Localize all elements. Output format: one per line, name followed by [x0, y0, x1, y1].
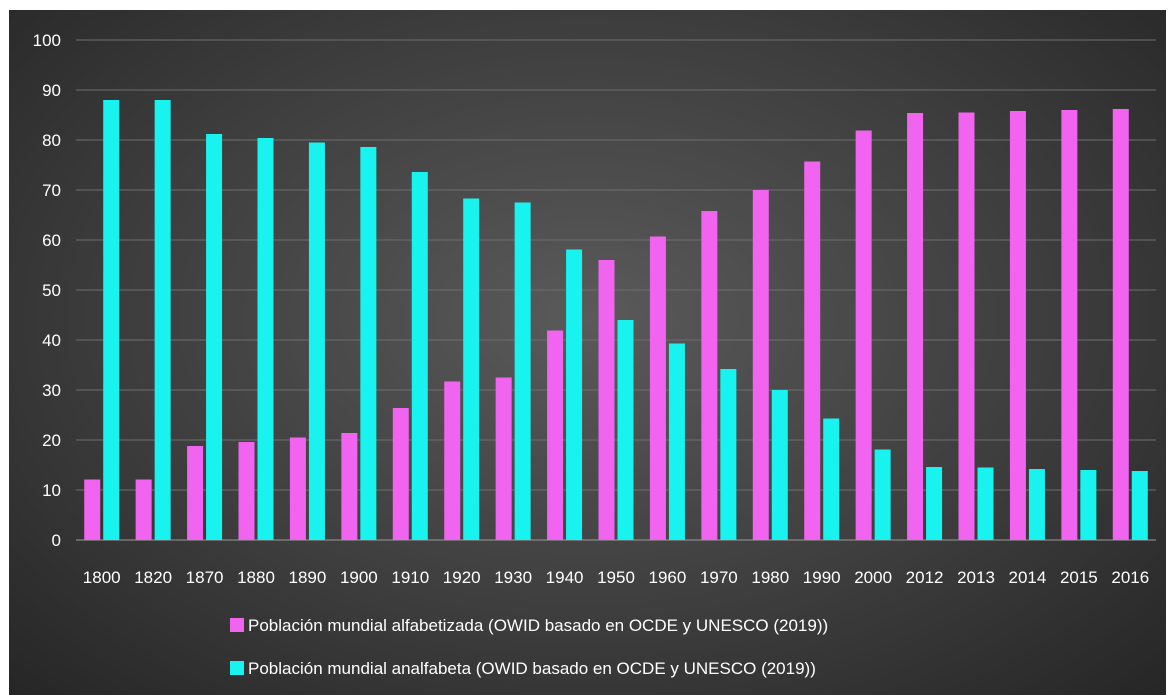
x-tick-label: 1890: [289, 568, 327, 587]
bar-alfabetizada: [598, 260, 615, 540]
legend-label: Población mundial alfabetizada (OWID bas…: [248, 616, 828, 635]
bar-alfabetizada: [444, 381, 461, 540]
bar-analfabeta: [360, 147, 377, 540]
bar-alfabetizada: [804, 161, 821, 540]
bar-alfabetizada: [392, 408, 409, 540]
bar-analfabeta: [1131, 471, 1148, 540]
bar-analfabeta: [771, 390, 788, 540]
x-tick-label: 1800: [83, 568, 121, 587]
y-tick-label: 40: [42, 331, 61, 350]
bar-alfabetizada: [1009, 111, 1026, 540]
bar-alfabetizada: [958, 112, 975, 540]
bar-analfabeta: [514, 202, 531, 540]
bar-analfabeta: [463, 198, 480, 540]
chart-frame: 0 10 20 30 40 50 60 70 80 90 100 1800 1820 1870 1880 1…: [9, 10, 1166, 695]
bar-alfabetizada: [84, 479, 101, 540]
bar-alfabetizada: [907, 113, 924, 540]
x-tick-label: 1900: [340, 568, 378, 587]
y-tick-label: 50: [42, 281, 61, 300]
x-tick-label: 2013: [957, 568, 995, 587]
bar-analfabeta: [977, 467, 994, 540]
x-tick-label: 2015: [1060, 568, 1098, 587]
y-tick-label: 20: [42, 431, 61, 450]
y-tick-label: 60: [42, 231, 61, 250]
bar-analfabeta: [668, 343, 685, 540]
bar-analfabeta: [566, 249, 583, 540]
x-tick-label: 1930: [494, 568, 532, 587]
x-tick-label: 2012: [906, 568, 944, 587]
x-tick-label: 1940: [546, 568, 584, 587]
x-tick-label: 2014: [1009, 568, 1047, 587]
x-tick-label: 1910: [391, 568, 429, 587]
y-tick-label: 80: [42, 131, 61, 150]
bar-analfabeta: [308, 142, 325, 540]
x-tick-label: 1960: [649, 568, 687, 587]
bar-alfabetizada: [547, 330, 564, 540]
bar-alfabetizada: [289, 437, 306, 540]
y-tick-label: 90: [42, 81, 61, 100]
legend-label: Población mundial analfabeta (OWID basad…: [248, 659, 816, 678]
bar-analfabeta: [720, 369, 737, 540]
bar-analfabeta: [1080, 470, 1097, 540]
x-tick-label: 2000: [854, 568, 892, 587]
x-tick-label: 1990: [803, 568, 841, 587]
bar-analfabeta: [154, 100, 171, 540]
bar-alfabetizada: [238, 442, 255, 540]
y-tick-label: 30: [42, 381, 61, 400]
bar-alfabetizada: [341, 433, 358, 540]
bar-analfabeta: [617, 320, 634, 540]
bar-alfabetizada: [1061, 110, 1078, 540]
x-tick-label: 1950: [597, 568, 635, 587]
bar-alfabetizada: [1112, 109, 1129, 540]
y-tick-label: 10: [42, 481, 61, 500]
bar-alfabetizada: [649, 236, 666, 540]
bar-alfabetizada: [495, 377, 512, 540]
x-tick-label: 1880: [237, 568, 275, 587]
legend-swatch: [230, 618, 244, 632]
bar-analfabeta: [206, 134, 223, 540]
bar-alfabetizada: [855, 130, 872, 540]
x-tick-label: 2016: [1111, 568, 1149, 587]
bar-analfabeta: [926, 467, 943, 540]
bar-alfabetizada: [187, 446, 204, 540]
legend-swatch: [230, 661, 244, 675]
x-axis-ticks: 1800 1820 1870 1880 1890 1900 1910 1920 1930 1940…: [83, 568, 1149, 587]
bar-alfabetizada: [135, 479, 152, 540]
bar-analfabeta: [257, 138, 274, 540]
y-axis-ticks: 0 10 20 30 40 50 60 70 80 90 100: [33, 31, 61, 550]
bar-analfabeta: [874, 449, 891, 540]
y-tick-label: 0: [52, 531, 61, 550]
bar-analfabeta: [411, 172, 428, 540]
legend: Población mundial alfabetizada (OWID bas…: [230, 616, 828, 678]
x-tick-label: 1980: [751, 568, 789, 587]
bar-alfabetizada: [701, 211, 718, 540]
gridlines: [76, 39, 1156, 541]
y-tick-label: 70: [42, 181, 61, 200]
bar-alfabetizada: [752, 190, 769, 540]
bars: [84, 100, 1148, 540]
x-tick-label: 1870: [186, 568, 224, 587]
x-tick-label: 1970: [700, 568, 738, 587]
x-tick-label: 1820: [134, 568, 172, 587]
bar-analfabeta: [103, 100, 120, 540]
bar-analfabeta: [823, 418, 840, 540]
y-tick-label: 100: [33, 31, 61, 50]
bar-analfabeta: [1028, 469, 1045, 540]
x-tick-label: 1920: [443, 568, 481, 587]
